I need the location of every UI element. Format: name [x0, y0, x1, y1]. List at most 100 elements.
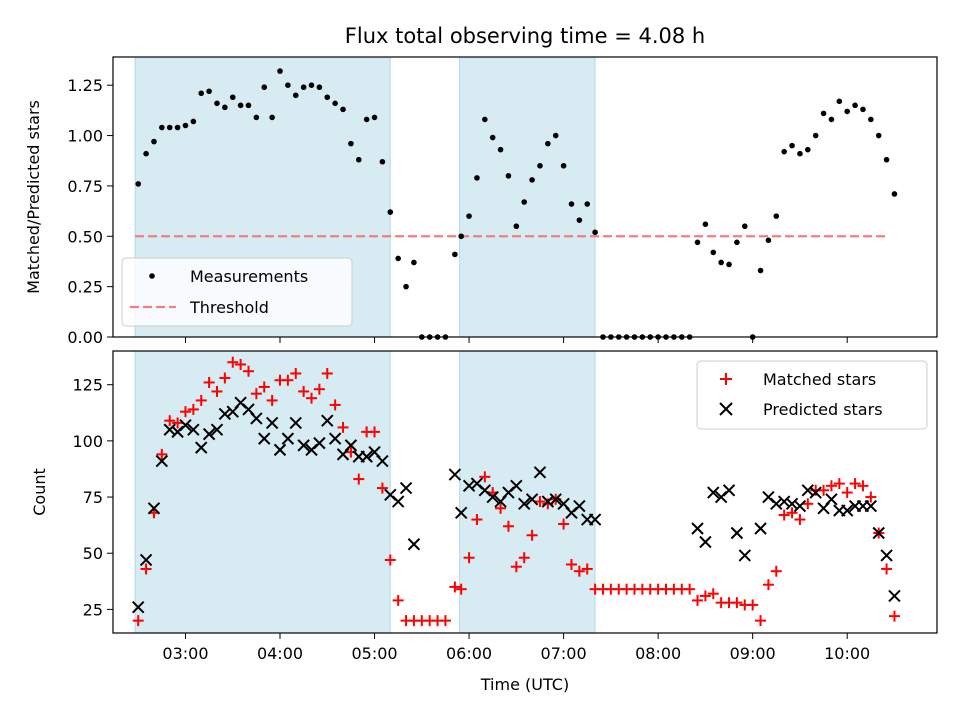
- matched-star-point: [684, 583, 696, 595]
- measurement-point: [497, 146, 504, 153]
- matched-star-point: [770, 565, 782, 577]
- measurement-point: [348, 140, 354, 147]
- bottom-legend-box: [696, 360, 928, 430]
- predicted-star-point: [754, 522, 767, 535]
- matched-star-point: [439, 615, 451, 627]
- shaded-interval: [459, 56, 596, 338]
- predicted-star-point: [210, 423, 224, 436]
- predicted-star-point: [588, 513, 602, 526]
- predicted-star-point: [691, 522, 704, 535]
- measurement-point: [474, 175, 480, 181]
- predicted-star-point: [289, 416, 302, 430]
- matched-star-point: [526, 529, 538, 541]
- measurement-point: [135, 181, 142, 187]
- matched-star-point: [794, 514, 806, 526]
- measurement-point: [592, 229, 598, 236]
- matched-star-point: [849, 478, 861, 490]
- measurement-point: [482, 116, 488, 123]
- measurement-point: [718, 259, 724, 266]
- predicted-star-point: [407, 538, 421, 551]
- bottom-axes-frame: [112, 350, 938, 634]
- predicted-star-point: [518, 497, 531, 511]
- matched-star-point: [376, 482, 388, 494]
- measurement-point: [166, 124, 173, 131]
- measurement-point: [229, 94, 236, 101]
- y-tick-label: 25: [83, 600, 103, 619]
- top-axes-frame: [112, 56, 938, 338]
- legend-matched-label: Matched stars: [763, 370, 876, 389]
- matched-star-point: [747, 599, 759, 611]
- x-tick-label: 09:00: [730, 644, 776, 663]
- measurement-point: [741, 223, 748, 230]
- predicted-star-point: [250, 412, 263, 425]
- matched-star-point: [211, 385, 223, 397]
- measurement-point: [458, 233, 464, 240]
- predicted-star-point: [155, 454, 169, 468]
- shaded-interval: [459, 350, 596, 634]
- measurement-point: [726, 261, 732, 268]
- predicted-star-point: [147, 502, 161, 515]
- measurement-point: [198, 90, 205, 97]
- predicted-star-point: [454, 506, 468, 519]
- measurement-point: [222, 104, 228, 111]
- y-tick-label: 100: [72, 432, 103, 451]
- matched-star-point: [266, 394, 278, 406]
- matched-star-point: [699, 590, 711, 602]
- matched-star-point: [510, 561, 522, 573]
- measurement-point: [797, 150, 803, 157]
- x-tick-label: 03:00: [162, 644, 208, 663]
- y-tick-label: 50: [83, 544, 103, 563]
- predicted-star-point: [321, 414, 334, 427]
- matched-star-point: [140, 563, 152, 575]
- predicted-star-point: [344, 439, 358, 452]
- legend-measurements-marker: [149, 273, 155, 279]
- predicted-star-point: [840, 504, 854, 517]
- predicted-star-point: [258, 432, 271, 445]
- measurement-point: [584, 201, 591, 207]
- bottom-y-axis-label: Count: [30, 468, 49, 516]
- matched-star-point: [179, 406, 191, 418]
- matched-star-point: [857, 480, 869, 492]
- matched-star-point: [369, 426, 381, 438]
- matched-star-point: [306, 392, 318, 404]
- matched-star-point: [463, 552, 475, 564]
- measurement-point: [182, 122, 189, 129]
- shaded-interval: [134, 350, 391, 634]
- measurement-point: [190, 118, 197, 125]
- measurement-point: [537, 162, 543, 169]
- measurement-point: [836, 98, 843, 105]
- predicted-stars-series: [132, 396, 901, 614]
- y-tick-label: 0.25: [67, 278, 103, 297]
- measurement-point: [308, 82, 315, 89]
- y-tick-label: 1.00: [67, 127, 103, 146]
- matched-star-point: [313, 383, 325, 395]
- measurement-point: [285, 82, 291, 89]
- predicted-star-point: [265, 416, 279, 430]
- measurement-point: [237, 102, 244, 109]
- matched-star-point: [258, 381, 270, 393]
- predicted-star-point: [273, 443, 287, 457]
- measurement-point: [812, 132, 819, 139]
- top-y-ticks: 0.00 0.25 0.50 0.75 1.00 1.25: [67, 76, 113, 347]
- matched-star-point: [825, 480, 837, 492]
- measurement-point: [781, 148, 787, 155]
- measurement-point: [332, 100, 338, 107]
- matched-star-point: [132, 615, 144, 627]
- y-tick-label: 0.50: [67, 227, 103, 246]
- matched-star-point: [573, 565, 585, 577]
- measurement-point: [277, 68, 283, 74]
- measurement-point: [765, 237, 772, 244]
- measurement-point: [214, 100, 220, 107]
- matched-star-point: [337, 421, 349, 433]
- measurement-point: [868, 116, 874, 123]
- matched-star-point: [841, 487, 853, 499]
- matched-star-point: [802, 498, 814, 510]
- measurement-point: [694, 239, 701, 246]
- measurement-point: [521, 199, 528, 205]
- measurement-point: [151, 138, 157, 145]
- matched-star-point: [156, 448, 168, 460]
- matched-star-point: [755, 615, 767, 627]
- predicted-star-point: [770, 497, 783, 511]
- measurement-point: [143, 150, 149, 157]
- matched-star-point: [219, 372, 231, 384]
